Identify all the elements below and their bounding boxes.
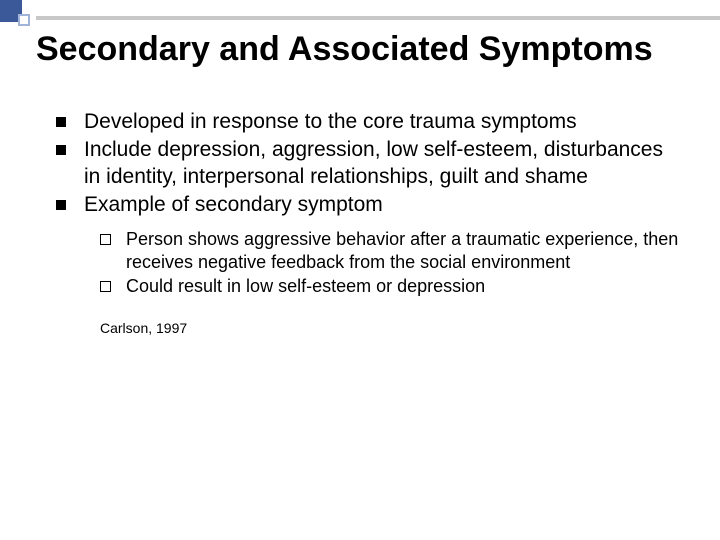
list-item: Person shows aggressive behavior after a… — [100, 228, 684, 273]
slide-title: Secondary and Associated Symptoms — [36, 30, 684, 69]
citation-text: Carlson, 1997 — [36, 320, 684, 336]
list-item-text: Person shows aggressive behavior after a… — [126, 229, 678, 272]
list-item: Developed in response to the core trauma… — [56, 109, 684, 135]
bullet-list-level1: Developed in response to the core trauma… — [36, 109, 684, 218]
list-item: Example of secondary symptom — [56, 192, 684, 218]
divider-bar — [36, 16, 720, 20]
list-item-text: Developed in response to the core trauma… — [84, 110, 577, 133]
corner-decoration — [0, 0, 128, 30]
slide-body: Secondary and Associated Symptoms Develo… — [0, 0, 720, 336]
list-item-text: Include depression, aggression, low self… — [84, 138, 663, 187]
list-item-text: Could result in low self-esteem or depre… — [126, 276, 485, 296]
list-item-text: Example of secondary symptom — [84, 193, 383, 216]
accent-square-outline — [18, 14, 30, 26]
list-item: Include depression, aggression, low self… — [56, 137, 684, 190]
list-item: Could result in low self-esteem or depre… — [100, 275, 684, 298]
bullet-list-level2: Person shows aggressive behavior after a… — [36, 228, 684, 298]
